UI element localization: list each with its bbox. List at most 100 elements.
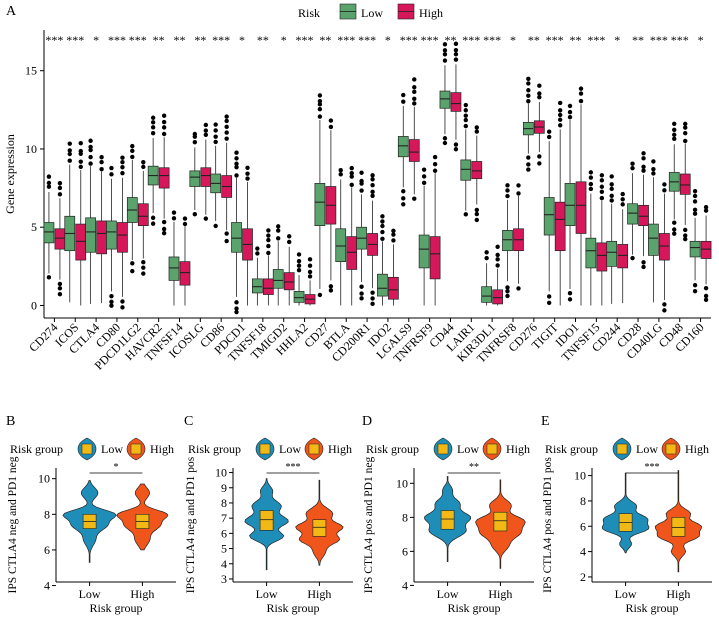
outlier-point	[474, 211, 479, 217]
y-tick-label: 8	[44, 507, 50, 521]
outlier-point	[692, 199, 698, 204]
outlier-point	[599, 195, 605, 201]
outlier-point	[359, 296, 364, 301]
y-tick-label: 6	[44, 543, 50, 557]
outlier-point	[234, 300, 239, 305]
significance-label: ***	[358, 33, 376, 47]
box	[158, 167, 170, 189]
outlier-point	[276, 224, 281, 229]
significance-label: ***	[337, 33, 355, 47]
outlier-point	[537, 161, 542, 166]
legend-title: Risk	[298, 6, 320, 20]
outlier-point	[141, 271, 146, 276]
outlier-point	[370, 290, 375, 295]
box	[689, 240, 701, 258]
outlier-point	[662, 182, 667, 187]
y-tick-label: 4	[44, 579, 50, 593]
violin-high	[654, 470, 702, 573]
outlier-point	[662, 308, 667, 313]
x-axis-label: Risk group	[447, 601, 500, 615]
outlier-point	[120, 299, 125, 304]
outlier-point	[578, 86, 584, 91]
outlier-point	[683, 138, 688, 144]
outlier-point	[516, 286, 521, 291]
legend-label-low: Low	[457, 442, 479, 456]
outlier-point	[141, 260, 146, 265]
outlier-point	[203, 216, 209, 221]
outlier-point	[401, 202, 406, 207]
outlier-point	[203, 128, 209, 133]
outlier-point	[546, 134, 552, 140]
box-low-cd160	[689, 188, 701, 294]
box-high-ctla4	[96, 154, 107, 304]
outlier-point	[630, 255, 635, 261]
outlier-point	[683, 121, 688, 127]
box-high-cd274	[54, 181, 66, 297]
outlier-point	[588, 175, 594, 180]
panel-label: E	[541, 414, 550, 429]
outlier-point	[370, 193, 375, 198]
outlier-point	[338, 168, 343, 173]
box	[43, 222, 55, 244]
box	[418, 234, 430, 269]
x-axis-label: Risk group	[266, 601, 319, 615]
outlier-point	[651, 166, 656, 172]
outlier-point	[412, 96, 417, 101]
box	[75, 223, 87, 261]
outlier-point	[266, 228, 271, 233]
significance-label: **	[194, 33, 206, 47]
outlier-point	[442, 140, 448, 146]
outlier-point	[672, 121, 677, 126]
significance-label: ***	[546, 33, 564, 47]
outlier-point	[161, 113, 167, 118]
outlier-point	[182, 221, 188, 227]
outlier-point	[546, 300, 552, 305]
box	[408, 139, 420, 162]
box-high-cd28	[638, 151, 649, 270]
y-tick-label: 5	[31, 220, 37, 234]
outlier-point	[412, 85, 417, 90]
outlier-point	[317, 93, 323, 98]
outlier-point	[620, 202, 625, 207]
box-high-tnfsf15	[596, 173, 608, 306]
box-low-tigit	[543, 129, 555, 305]
box	[168, 256, 180, 281]
violin-shape	[601, 472, 650, 554]
violin-low	[62, 480, 117, 563]
box	[638, 204, 649, 227]
outlier-point	[78, 148, 83, 154]
outlier-point	[224, 124, 229, 130]
outlier-point	[526, 98, 531, 104]
box-low-btla	[335, 168, 347, 306]
box	[606, 240, 618, 267]
significance-label: ***	[66, 33, 84, 47]
significance-label: **	[632, 33, 644, 47]
box	[117, 222, 128, 253]
outlier-point	[150, 125, 156, 130]
outlier-point	[662, 188, 667, 193]
y-tick-label: 10	[215, 466, 227, 480]
outlier-point	[349, 170, 354, 176]
outlier-point	[67, 158, 72, 163]
significance-label: *	[93, 33, 99, 47]
outlier-point	[453, 47, 459, 53]
outlier-point	[99, 154, 104, 160]
outlier-point	[359, 291, 364, 296]
box	[283, 272, 295, 291]
panel-label: B	[6, 414, 15, 429]
outlier-point	[401, 189, 406, 194]
outlier-point	[505, 183, 510, 188]
outlier-point	[57, 292, 63, 297]
outlier-point	[412, 101, 417, 106]
legend-swatch-low-box	[437, 443, 449, 455]
legend: Risk group Low High	[366, 437, 530, 461]
outlier-point	[641, 168, 646, 173]
outlier-point	[203, 122, 209, 128]
outlier-point	[317, 106, 323, 112]
box-high-cd80	[117, 155, 128, 310]
outlier-point	[224, 118, 229, 124]
box-high-havcr2	[158, 113, 170, 236]
outlier-point	[203, 132, 209, 137]
outlier-point	[484, 255, 489, 261]
outlier-point	[150, 115, 156, 120]
